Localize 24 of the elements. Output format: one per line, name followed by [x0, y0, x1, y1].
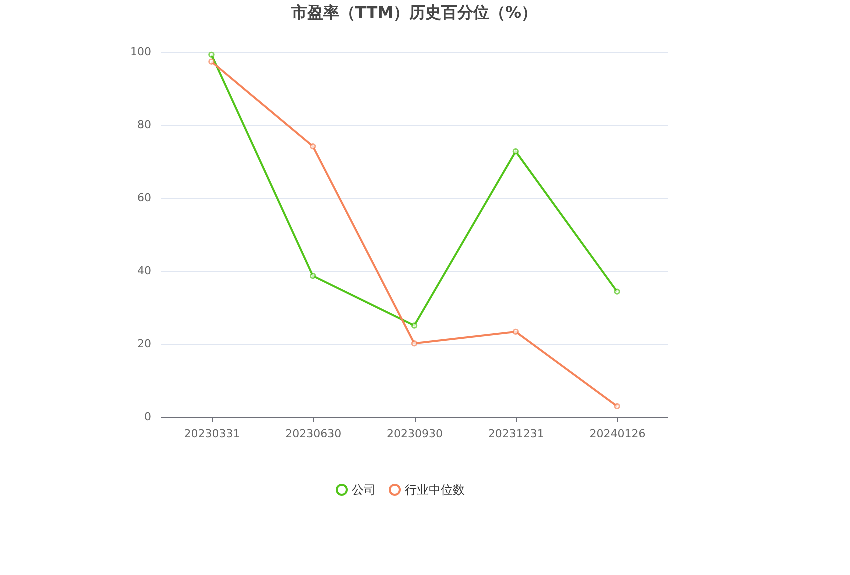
point	[208, 58, 215, 65]
y-tick-label: 40	[138, 264, 152, 278]
x-tick-label: 20230630	[286, 428, 342, 440]
y-tick-label: 80	[138, 118, 152, 132]
legend-label: 行业中位数	[405, 483, 465, 497]
point	[310, 143, 316, 150]
point	[411, 322, 418, 329]
point	[512, 328, 519, 336]
point	[614, 403, 620, 410]
point	[614, 288, 620, 295]
point	[310, 273, 316, 280]
x-tick-label: 20240126	[590, 428, 646, 440]
point	[208, 52, 215, 58]
y-tick-label: 0	[144, 410, 152, 424]
legend-label: 公司	[352, 483, 376, 497]
y-tick-label: 100	[130, 46, 152, 58]
x-tick-label: 20230930	[387, 428, 443, 440]
y-tick-label: 60	[138, 192, 152, 204]
point	[512, 148, 519, 155]
x-tick-label: 20231231	[488, 428, 544, 440]
y-tick-label: 20	[138, 338, 152, 350]
x-tick-label: 20230331	[184, 428, 240, 440]
point	[411, 340, 418, 347]
chart-title: 市盈率（TTM）历史百分位（%）	[290, 3, 538, 22]
